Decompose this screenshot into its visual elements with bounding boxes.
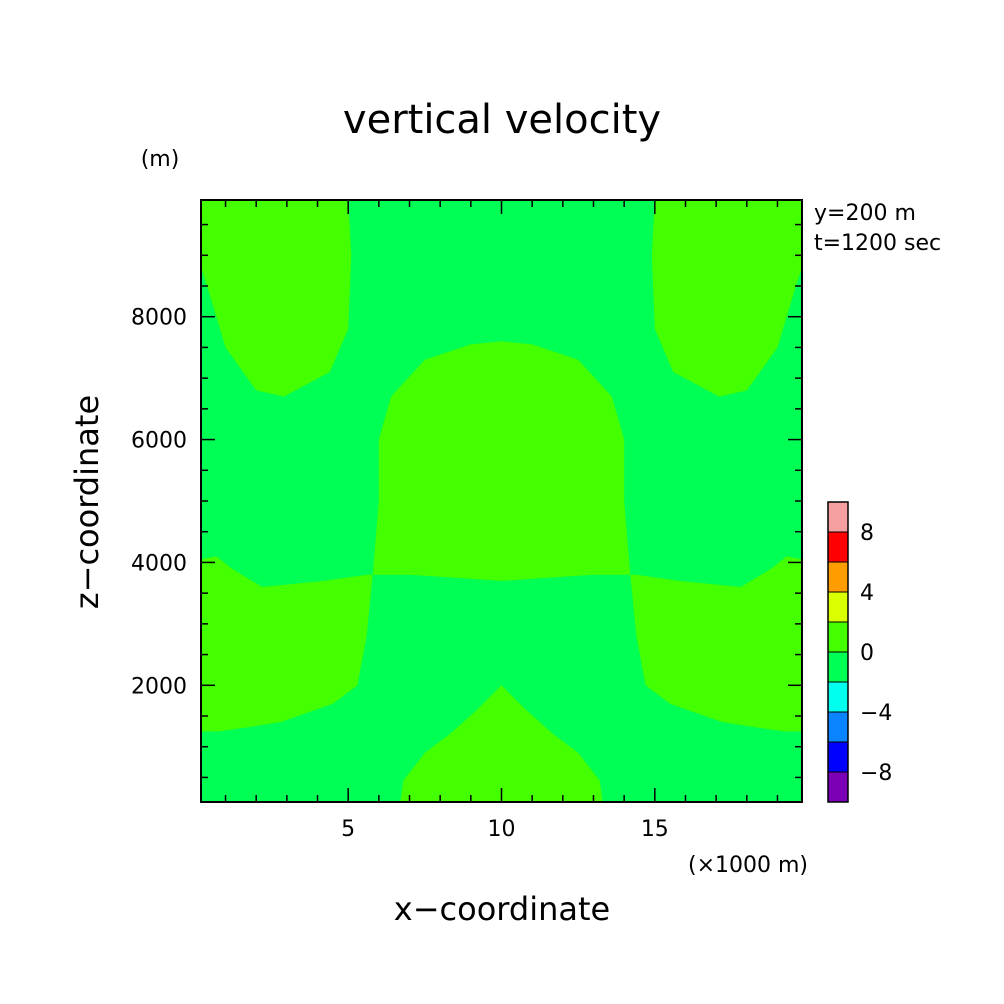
- y-tick-label: 2000: [131, 674, 187, 699]
- colorbar-swatch: [827, 741, 849, 773]
- y-tick-label: 6000: [131, 429, 187, 454]
- colorbar-swatch: [827, 651, 849, 683]
- contour-region-6: [400, 685, 603, 802]
- contour-region-2: [651, 200, 802, 397]
- x-tick-label: 10: [488, 817, 516, 842]
- colorbar-swatch: [827, 501, 849, 533]
- plot-area: [200, 199, 803, 803]
- contour-region-4: [201, 556, 373, 732]
- colorbar-swatch: [827, 711, 849, 743]
- contour-region-1: [201, 200, 352, 397]
- chart-title: vertical velocity: [343, 97, 661, 143]
- colorbar-label: −4: [860, 701, 892, 726]
- y-axis: 2000 4000 6000 8000: [131, 223, 802, 779]
- x-tick-label: 5: [341, 817, 355, 842]
- contour-region-5: [630, 556, 802, 732]
- contour-region-3: [372, 341, 631, 581]
- x-tick-label: 15: [641, 817, 669, 842]
- colorbar-swatch: [827, 561, 849, 593]
- x-unit-label: (×1000 m): [688, 853, 808, 878]
- y-axis-label: z−coordinate: [68, 395, 106, 609]
- y-unit-label: (m): [141, 147, 180, 172]
- colorbar-swatch: [827, 591, 849, 623]
- colorbar-label: 8: [860, 521, 874, 546]
- colorbar-swatch: [827, 681, 849, 713]
- x-axis-label: x−coordinate: [394, 890, 610, 928]
- x-axis: 5 10 15: [224, 200, 779, 842]
- y-tick-label: 8000: [131, 306, 187, 331]
- annotation-t: t=1200 sec: [814, 231, 941, 256]
- y-tick-label: 4000: [131, 551, 187, 576]
- colorbar-swatch: [827, 621, 849, 653]
- colorbar-label: 4: [860, 581, 874, 606]
- colorbar-swatch: [827, 771, 849, 803]
- colorbar-frame: [827, 501, 849, 803]
- annotation-y: y=200 m: [814, 201, 916, 226]
- colorbar: 8 4 0 −4 −8: [827, 501, 892, 803]
- colorbar-swatch: [827, 531, 849, 563]
- colorbar-label: −8: [860, 761, 892, 786]
- colorbar-label: 0: [860, 641, 874, 666]
